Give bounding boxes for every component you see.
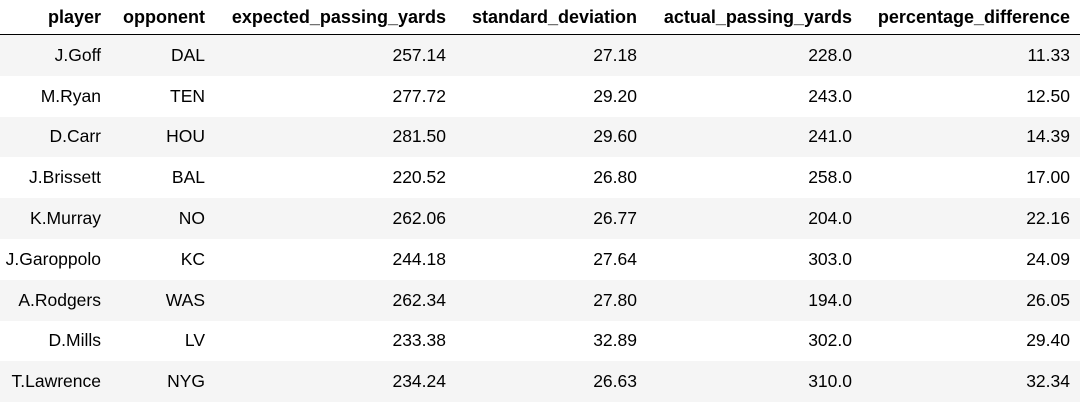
table-cell: 258.0 — [808, 167, 852, 188]
table-cell: 29.20 — [593, 85, 637, 106]
column-header: expected_passing_yards — [215, 0, 456, 35]
table-cell: BAL — [171, 167, 205, 188]
table-cell: 234.24 — [392, 371, 446, 392]
column-header: percentage_difference — [862, 0, 1080, 35]
table-cell: 302.0 — [808, 330, 852, 351]
table-cell: 29.40 — [1026, 330, 1070, 351]
table-row: J.Goff DAL 257.14 27.18 228.0 11.33 — [0, 34, 1080, 76]
table-cell: 32.34 — [1026, 371, 1070, 392]
table-row: D.Mills LV 233.38 32.89 302.0 29.40 — [0, 321, 1080, 362]
table-cell: A.Rodgers — [18, 289, 101, 310]
table-cell: KC — [180, 248, 205, 269]
table-row: A.Rodgers WAS 262.34 27.80 194.0 26.05 — [0, 279, 1080, 321]
table-cell: NYG — [167, 371, 205, 392]
table-cell: 24.09 — [1026, 248, 1070, 269]
table-cell: 27.64 — [593, 248, 637, 269]
table-cell: DAL — [170, 44, 205, 65]
table-cell: 32.89 — [593, 330, 637, 351]
table-cell: HOU — [166, 126, 205, 147]
table-row: K.Murray NO 262.06 26.77 204.0 22.16 — [0, 198, 1080, 239]
table-cell: 26.80 — [593, 167, 637, 188]
column-header: standard_deviation — [456, 0, 647, 35]
table-cell: 233.38 — [392, 330, 446, 351]
table-cell: 277.72 — [392, 85, 446, 106]
table-cell: 12.50 — [1026, 85, 1070, 106]
table-cell: 241.0 — [808, 126, 852, 147]
table-cell: 14.39 — [1026, 126, 1070, 147]
table-cell: 17.00 — [1026, 167, 1070, 188]
table-cell: 262.34 — [392, 289, 446, 310]
table-cell: 310.0 — [808, 371, 852, 392]
table-cell: 29.60 — [593, 126, 637, 147]
table-cell: J.Garoppolo — [5, 248, 101, 269]
table-cell: LV — [184, 330, 205, 351]
table-row: D.Carr HOU 281.50 29.60 241.0 14.39 — [0, 116, 1080, 158]
table-cell: 26.63 — [593, 371, 637, 392]
table-row: T.Lawrence NYG 234.24 26.63 310.0 32.34 — [0, 361, 1080, 402]
table-cell: D.Carr — [49, 126, 101, 147]
table-row: J.Garoppolo KC 244.18 27.64 303.0 24.09 — [0, 239, 1080, 280]
column-header: player — [0, 0, 111, 35]
table-cell: 281.50 — [392, 126, 446, 147]
table-cell: 303.0 — [808, 248, 852, 269]
table-row: J.Brissett BAL 220.52 26.80 258.0 17.00 — [0, 157, 1080, 198]
table-cell: 257.14 — [392, 44, 446, 65]
table-cell: 26.05 — [1026, 289, 1070, 310]
table-row: M.Ryan TEN 277.72 29.20 243.0 12.50 — [0, 76, 1080, 117]
table-cell: T.Lawrence — [11, 371, 102, 392]
table-cell: 194.0 — [808, 289, 852, 310]
table-cell: 26.77 — [593, 208, 637, 229]
table-cell: WAS — [165, 289, 205, 310]
table-cell: 228.0 — [808, 44, 852, 65]
column-header: actual_passing_yards — [647, 0, 862, 35]
table-cell: 220.52 — [392, 167, 446, 188]
table-cell: J.Brissett — [29, 167, 101, 188]
table-cell: D.Mills — [48, 330, 102, 351]
table-cell: J.Goff — [54, 44, 101, 65]
column-header: opponent — [111, 0, 215, 35]
table-cell: 262.06 — [392, 208, 446, 229]
table-cell: 11.33 — [1027, 44, 1071, 65]
table-cell: NO — [178, 208, 205, 229]
table-cell: K.Murray — [30, 208, 101, 229]
table-cell: 244.18 — [392, 248, 446, 269]
table-cell: 204.0 — [808, 208, 852, 229]
table-cell: 22.16 — [1026, 208, 1070, 229]
table-cell: 243.0 — [808, 85, 852, 106]
table-cell: 27.80 — [593, 289, 637, 310]
header-row: player opponent expected_passing_yards stan… — [0, 0, 1080, 35]
table-cell: TEN — [170, 85, 205, 106]
table-cell: M.Ryan — [40, 85, 101, 106]
table-cell: 27.18 — [593, 44, 637, 65]
